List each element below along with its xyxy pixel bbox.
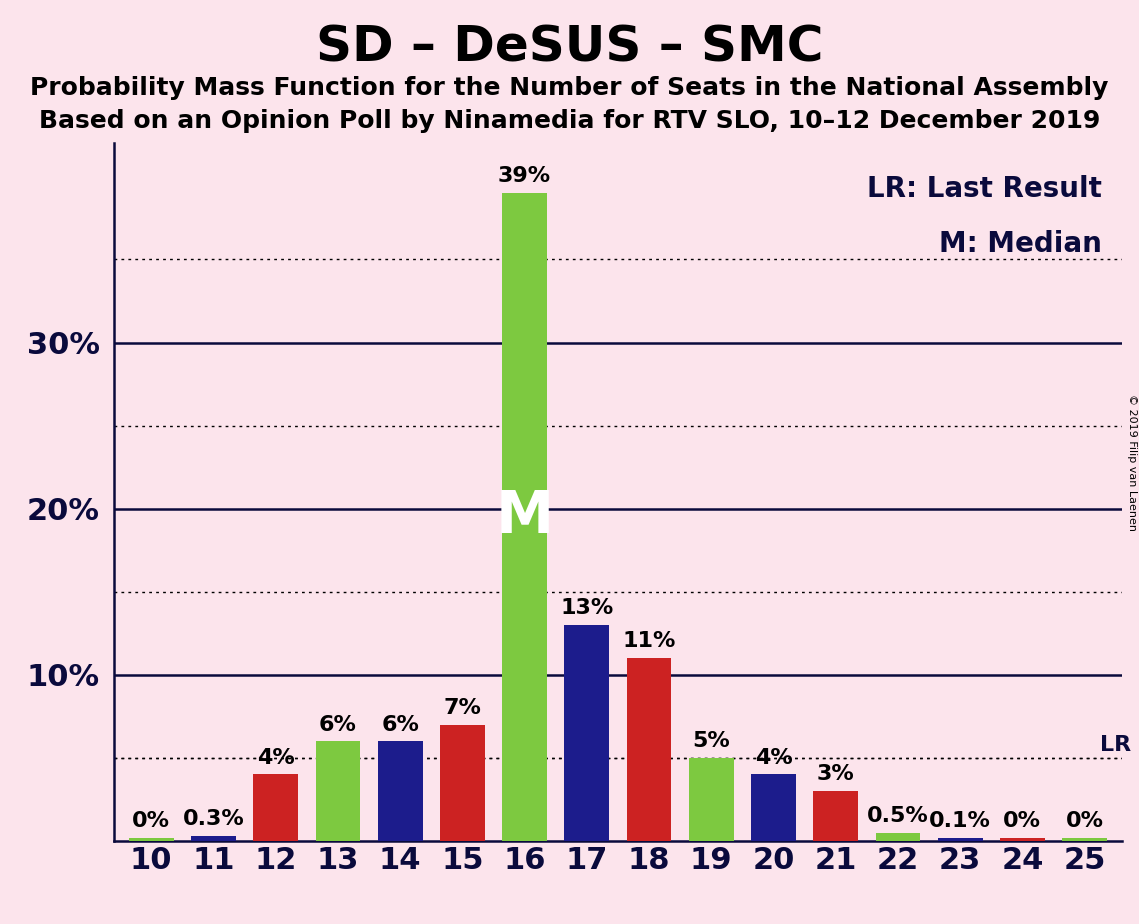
Text: 0%: 0% <box>1066 811 1104 832</box>
Bar <box>565 625 609 841</box>
Bar <box>813 791 858 841</box>
Text: 0.3%: 0.3% <box>182 809 245 829</box>
Bar <box>751 774 796 841</box>
Bar <box>626 658 671 841</box>
Text: M: M <box>495 489 554 545</box>
Bar <box>937 838 983 841</box>
Bar <box>378 741 423 841</box>
Text: M: Median: M: Median <box>939 230 1101 259</box>
Bar <box>253 774 298 841</box>
Bar <box>191 836 236 841</box>
Text: 0.1%: 0.1% <box>929 811 991 832</box>
Text: Based on an Opinion Poll by Ninamedia for RTV SLO, 10–12 December 2019: Based on an Opinion Poll by Ninamedia fo… <box>39 109 1100 133</box>
Text: 6%: 6% <box>319 714 357 735</box>
Text: 6%: 6% <box>382 714 419 735</box>
Bar <box>689 758 734 841</box>
Text: 3%: 3% <box>817 764 854 784</box>
Bar <box>1000 838 1044 841</box>
Text: 7%: 7% <box>443 698 482 718</box>
Text: 0.5%: 0.5% <box>867 806 928 826</box>
Text: 5%: 5% <box>693 731 730 751</box>
Text: 4%: 4% <box>755 748 793 768</box>
Text: LR: Last Result: LR: Last Result <box>867 175 1101 202</box>
Text: 0%: 0% <box>132 811 170 832</box>
Bar <box>440 724 485 841</box>
Bar <box>316 741 360 841</box>
Text: SD – DeSUS – SMC: SD – DeSUS – SMC <box>316 23 823 71</box>
Bar <box>1063 838 1107 841</box>
Text: 4%: 4% <box>256 748 295 768</box>
Bar <box>129 838 173 841</box>
Text: 0%: 0% <box>1003 811 1041 832</box>
Text: 39%: 39% <box>498 166 551 187</box>
Bar <box>502 193 547 841</box>
Text: © 2019 Filip van Laenen: © 2019 Filip van Laenen <box>1126 394 1137 530</box>
Text: Probability Mass Function for the Number of Seats in the National Assembly: Probability Mass Function for the Number… <box>31 76 1108 100</box>
Bar <box>876 833 920 841</box>
Text: 13%: 13% <box>560 598 614 618</box>
Text: LR: LR <box>1100 736 1131 755</box>
Text: 11%: 11% <box>622 631 675 651</box>
